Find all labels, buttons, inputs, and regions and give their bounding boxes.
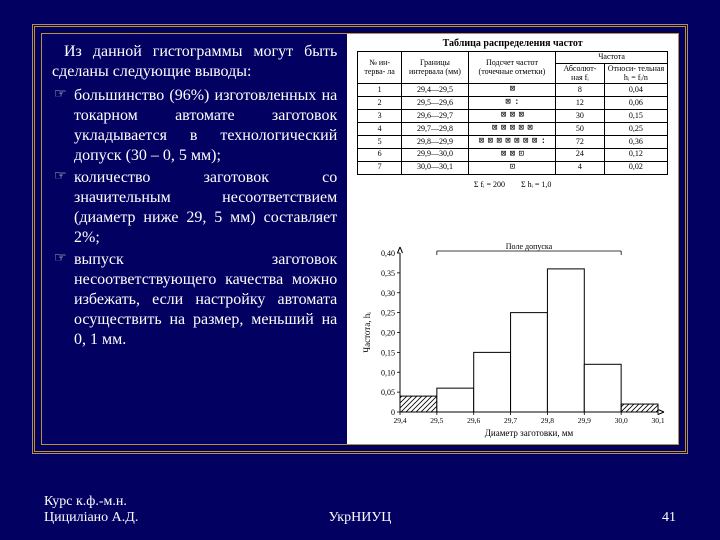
chart-wrap: 00,050,100,150,200,250,300,350,4029,429,… [347,191,678,444]
cell-abs: 24 [556,148,605,161]
inner-frame: Из данной гистограммы могут быть сделаны… [41,33,679,445]
bullet-1: большинство (96%) изготовленных на токар… [52,86,337,166]
th-range: Границы интервала (мм) [402,52,469,84]
table-row: 629,9—30,0⊠ ⊠ ⊡240,12 [358,148,668,161]
svg-text:30,0: 30,0 [614,416,627,425]
cell-rel: 0,12 [604,148,667,161]
frequency-table: № ин- терва- ла Границы интервала (мм) П… [357,51,668,175]
table-body: 129,4—29,5⊠80,04229,5—29,6⊠ :120,06329,6… [358,84,668,174]
svg-text:29,9: 29,9 [577,416,590,425]
cell-abs: 50 [556,123,605,136]
cell-tally: ⊠ ⊠ ⊠ [468,110,555,123]
svg-text:0,15: 0,15 [381,348,395,357]
intro-text: Из данной гистограммы могут быть сделаны… [52,42,337,82]
cell-tally: ⊠ ⊠ ⊡ [468,148,555,161]
table-row: 529,8—29,9⊠ ⊠ ⊠ ⊠ ⊠ ⊠ ⊠ :720,36 [358,135,668,148]
svg-text:Диаметр заготовки, мм: Диаметр заготовки, мм [484,428,573,438]
th-rel: Относи- тельная hᵢ = fᵢ/n [604,63,667,84]
svg-text:0,35: 0,35 [381,269,395,278]
table-row: 229,5—29,6⊠ :120,06 [358,97,668,110]
cell-rel: 0,36 [604,135,667,148]
cell-tally: ⊠ ⊠ ⊠ ⊠ ⊠ ⊠ ⊠ : [468,135,555,148]
bullet-2: количество заготовок со значительным нес… [52,168,337,248]
sum-abs: Σ fᵢ = 200 [474,180,505,189]
svg-text:0,05: 0,05 [381,388,395,397]
bullet-3: выпуск заготовок несоответствующего каче… [52,250,337,350]
cell-abs: 72 [556,135,605,148]
cell-abs: 30 [556,110,605,123]
figure-column: Таблица распределения частот № ин- терва… [347,34,678,444]
cell-rel: 0,04 [604,84,667,97]
svg-text:29,5: 29,5 [430,416,443,425]
svg-text:0,40: 0,40 [381,249,395,258]
svg-text:Частота, hᵢ: Частота, hᵢ [362,312,372,353]
outer-frame: Из данной гистограммы могут быть сделаны… [32,24,688,454]
footer: Курс к.ф.-м.н. Цициліано А.Д. УкрНИУЦ 41 [0,494,720,526]
sum-rel: Σ hᵢ = 1,0 [521,180,551,189]
cell-range: 29,6—29,7 [402,110,469,123]
cell-n: 4 [358,123,402,136]
cell-n: 3 [358,110,402,123]
th-interval-no: № ин- терва- ла [358,52,402,84]
table-row: 730,0—30,1⊡40,02 [358,161,668,174]
svg-text:0,30: 0,30 [381,289,395,298]
cell-n: 6 [358,148,402,161]
svg-text:29,4: 29,4 [393,416,406,425]
cell-rel: 0,06 [604,97,667,110]
table-title: Таблица распределения частот [347,34,678,51]
table-row: 429,7—29,8⊠ ⊠ ⊠ ⊠ ⊠500,25 [358,123,668,136]
svg-text:0,20: 0,20 [381,329,395,338]
histogram-chart: 00,050,100,150,200,250,300,350,4029,429,… [358,235,668,440]
th-abs: Абсолют- ная fᵢ [556,63,605,84]
text-column: Из данной гистограммы могут быть сделаны… [42,34,347,444]
svg-text:30,1: 30,1 [651,416,664,425]
slide: Из данной гистограммы могут быть сделаны… [0,0,720,540]
cell-rel: 0,02 [604,161,667,174]
cell-n: 1 [358,84,402,97]
cell-range: 29,9—30,0 [402,148,469,161]
cell-range: 29,7—29,8 [402,123,469,136]
cell-n: 7 [358,161,402,174]
svg-text:29,7: 29,7 [504,416,517,425]
cell-abs: 4 [556,161,605,174]
footer-author-line1: Курс к.ф.-м.н. [44,494,127,509]
cell-n: 5 [358,135,402,148]
footer-center: УкрНИУЦ [0,510,720,526]
svg-text:0,10: 0,10 [381,368,395,377]
svg-text:0,25: 0,25 [381,309,395,318]
cell-abs: 12 [556,97,605,110]
cell-range: 29,4—29,5 [402,84,469,97]
cell-rel: 0,25 [604,123,667,136]
cell-tally: ⊡ [468,161,555,174]
table-row: 129,4—29,5⊠80,04 [358,84,668,97]
table-row: 329,6—29,7⊠ ⊠ ⊠300,15 [358,110,668,123]
cell-tally: ⊠ : [468,97,555,110]
table-sums: Σ fᵢ = 200 Σ hᵢ = 1,0 [347,181,678,190]
cell-rel: 0,15 [604,110,667,123]
cell-tally: ⊠ ⊠ ⊠ ⊠ ⊠ [468,123,555,136]
cell-range: 29,5—29,6 [402,97,469,110]
cell-range: 29,8—29,9 [402,135,469,148]
th-tally: Подсчет частот (точечные отметки) [468,52,555,84]
bullet-list: большинство (96%) изготовленных на токар… [52,86,337,350]
cell-n: 2 [358,97,402,110]
svg-text:29,6: 29,6 [467,416,480,425]
svg-text:Поле допуска: Поле допуска [505,242,552,251]
th-freq-group: Частота [556,52,668,64]
cell-range: 30,0—30,1 [402,161,469,174]
cell-abs: 8 [556,84,605,97]
svg-text:29,8: 29,8 [540,416,553,425]
cell-tally: ⊠ [468,84,555,97]
